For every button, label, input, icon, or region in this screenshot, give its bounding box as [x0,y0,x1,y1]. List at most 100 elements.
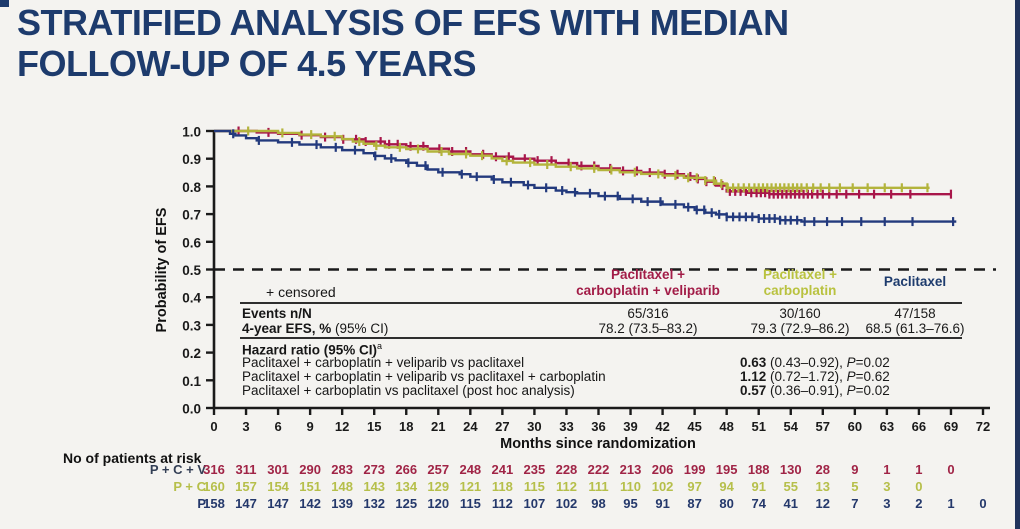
at-risk-value: 132 [363,496,386,511]
at-risk-value: 129 [427,479,450,494]
hazard-row-2-label: Paclitaxel + carboplatin + veliparib vs … [242,369,606,384]
y-tick-label: 0.0 [182,402,201,417]
x-tick-label: 3 [242,419,249,434]
x-tick-label: 21 [431,419,445,434]
at-risk-value: 151 [299,479,321,494]
y-tick-label: 0.1 [182,374,201,389]
p-label-3: P [846,383,856,398]
at-risk-value: 316 [203,462,225,477]
at-risk-row-label: P + C [173,479,206,494]
at-risk-value: 235 [523,462,546,477]
efs-label: 4-year EFS, % [242,321,332,336]
y-tick-label: 0.2 [182,346,201,361]
legend-col-paclitaxel: Paclitaxel [883,274,947,289]
slide-edge-strip [1015,0,1020,529]
y-tick-label: 0.5 [182,263,201,278]
at-risk-value: 143 [363,479,386,494]
at-risk-value: 121 [459,479,482,494]
x-tick-label: 57 [816,419,830,434]
efs-carboplatin: 79.3 (72.9–86.2) [750,321,850,336]
x-tick-label: 24 [463,419,478,434]
events-veliparib: 65/316 [627,306,669,321]
x-tick-label: 33 [559,419,573,434]
x-tick-label: 45 [687,419,701,434]
row-label-efs: 4-year EFS, % (95% CI) [242,321,388,336]
at-risk-value: 91 [751,479,766,494]
x-tick-label: 9 [307,419,314,434]
legend-col-veliparib: Paclitaxel + carboplatin + veliparib [576,267,720,298]
hazard-row-3-value: 0.57 (0.36–0.91), P=0.02 [740,383,890,398]
at-risk-value: 111 [588,479,609,494]
x-tick-label: 30 [527,419,541,434]
at-risk-value: 28 [815,462,831,477]
at-risk-value: 125 [395,496,418,511]
hr-1: 0.63 [740,355,767,370]
at-risk-value: 0 [947,462,955,477]
at-risk-value: 199 [683,462,706,477]
at-risk-value: 98 [591,496,606,511]
at-risk-value: 213 [619,462,642,477]
at-risk-value: 80 [719,496,734,511]
at-risk-value: 13 [815,479,831,494]
at-risk-value: 301 [267,462,289,477]
ci-3: (0.36–0.91), [766,383,847,398]
at-risk-value: 157 [235,479,257,494]
y-tick-label: 0.8 [182,180,201,195]
at-risk-value: 112 [491,496,513,511]
x-tick-label: 54 [784,419,799,434]
x-tick-label: 42 [655,419,669,434]
hazard-row-1-value: 0.63 (0.43–0.92), P=0.02 [740,355,890,370]
hazard-row-1-label: Paclitaxel + carboplatin + veliparib vs … [242,355,525,370]
km-curve-2 [214,129,930,189]
at-risk-value: 195 [715,462,738,477]
at-risk-value: 160 [203,479,225,494]
censored-legend: + censored [266,284,336,300]
at-risk-value: 91 [655,496,670,511]
x-tick-label: 72 [976,419,990,434]
at-risk-value: 148 [331,479,354,494]
p-value-2: =0.62 [855,369,890,384]
at-risk-value: 87 [687,496,702,511]
x-tick-label: 63 [880,419,894,434]
hazard-header-text: Hazard ratio (95% CI) [242,342,378,358]
at-risk-value: 112 [555,479,577,494]
at-risk-value: 147 [267,496,289,511]
at-risk-value: 248 [459,462,482,477]
efs-label-rest: (95% CI) [331,321,389,336]
at-risk-value: 290 [299,462,321,477]
ci-1: (0.43–0.92), [766,355,847,370]
x-tick-label: 18 [399,419,413,434]
hazard-row-2-value: 1.12 (0.72–1.72), P=0.62 [740,369,890,384]
x-tick-label: 60 [848,419,862,434]
at-risk-value: 1 [915,462,923,477]
at-risk-row-label: P + C + V [149,462,206,477]
x-tick-label: 15 [367,419,381,434]
events-carboplatin: 30/160 [779,306,821,321]
at-risk-value: 118 [491,479,513,494]
efs-veliparib: 78.2 (73.5–83.2) [598,321,698,336]
y-tick-label: 0.3 [182,318,201,333]
p-label-1: P [846,355,856,370]
y-tick-label: 0.4 [182,291,201,306]
at-risk-value: 311 [235,462,257,477]
events-label: Events n/N [242,306,312,321]
x-tick-label: 48 [719,419,733,434]
at-risk-value: 7 [851,496,859,511]
at-risk-value: 110 [620,479,642,494]
y-axis-title: Probability of EFS [154,207,170,332]
events-paclitaxel: 47/158 [894,306,936,321]
at-risk-value: 12 [815,496,831,511]
at-risk-value: 9 [851,462,859,477]
at-risk-value: 1 [947,496,955,511]
x-tick-label: 66 [912,419,926,434]
at-risk-value: 228 [555,462,578,477]
at-risk-value: 130 [779,462,802,477]
at-risk-value: 102 [555,496,578,511]
at-risk-value: 115 [459,496,481,511]
at-risk-value: 2 [915,496,923,511]
at-risk-value: 147 [235,496,257,511]
at-risk-value: 266 [395,462,418,477]
at-risk-value: 3 [883,496,891,511]
x-tick-label: 69 [944,419,958,434]
ci-2: (0.72–1.72), [766,369,847,384]
